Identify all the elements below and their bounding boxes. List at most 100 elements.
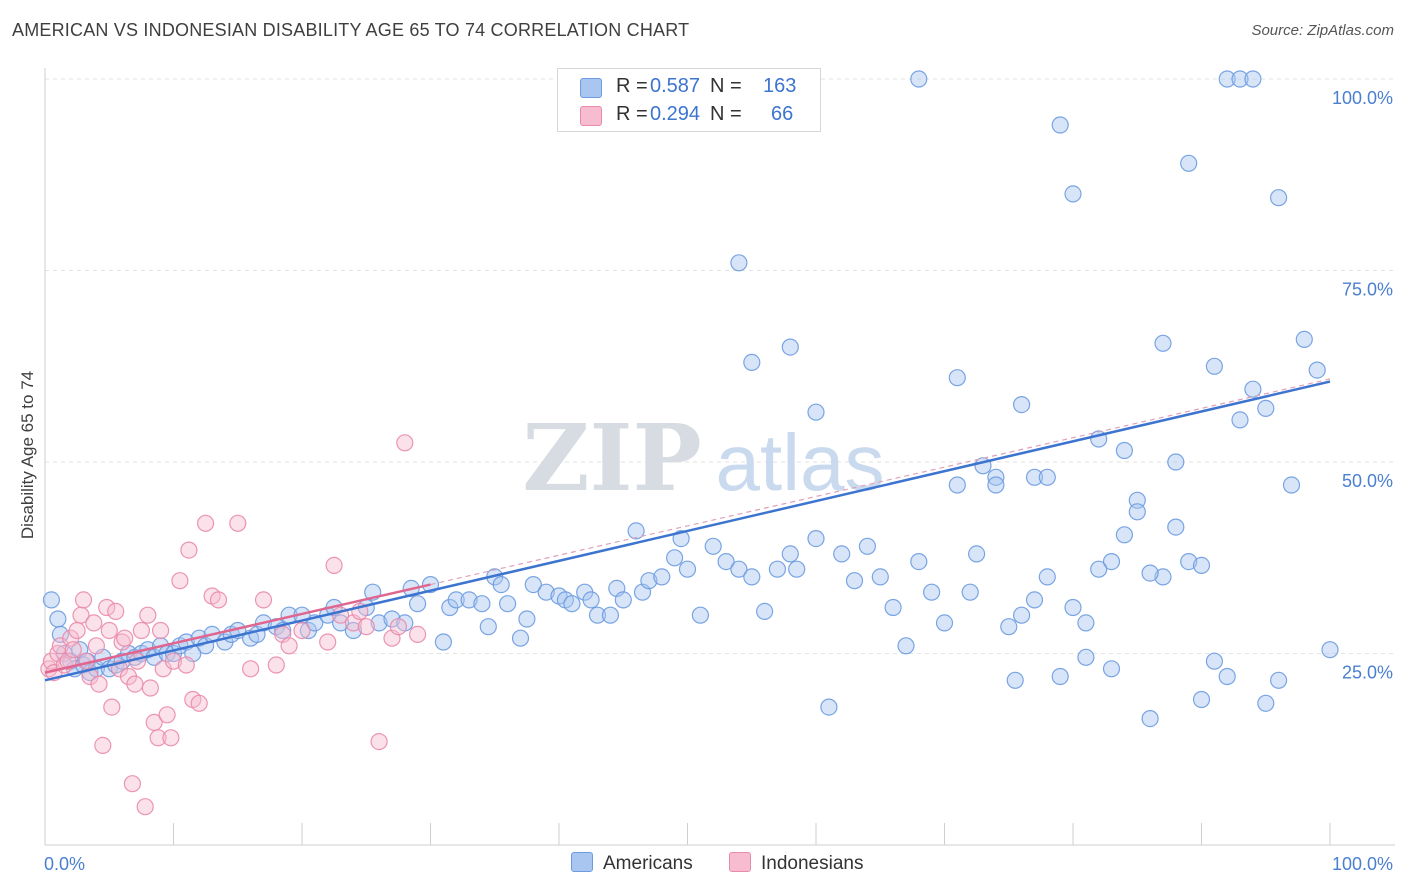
point-indonesians <box>85 614 103 632</box>
point-americans <box>948 369 966 387</box>
point-americans <box>499 595 517 613</box>
point-indonesians <box>116 629 134 647</box>
chart-title: AMERICAN VS INDONESIAN DISABILITY AGE 65… <box>12 20 690 40</box>
point-americans <box>807 529 825 548</box>
point-americans <box>743 353 761 371</box>
point-indonesians <box>280 637 298 655</box>
point-americans <box>987 476 1005 494</box>
trend-indonesians <box>44 583 431 674</box>
point-americans <box>1000 618 1018 636</box>
point-americans <box>691 606 710 624</box>
point-americans <box>755 602 774 621</box>
point-americans <box>582 591 600 609</box>
point-americans <box>1180 552 1198 571</box>
point-americans <box>409 595 427 613</box>
point-americans <box>1167 453 1185 471</box>
point-americans <box>563 595 581 613</box>
point-americans <box>42 591 61 609</box>
point-americans <box>768 560 787 578</box>
point-americans <box>1295 330 1313 348</box>
point-americans <box>871 568 889 586</box>
watermark-atlas: atlas <box>716 418 885 507</box>
bottom-legend-swatch-americans <box>571 852 593 872</box>
point-americans <box>1038 468 1056 486</box>
x-tick-label: 100.0% <box>1332 854 1393 874</box>
point-americans <box>1115 441 1134 460</box>
legend-row-americans: R = 0.587 N = 163 <box>558 73 820 103</box>
legend-swatch-americans <box>580 78 602 98</box>
point-indonesians <box>229 514 247 532</box>
source-label: Source: ZipAtlas.com <box>1251 22 1394 39</box>
point-americans <box>1102 552 1121 571</box>
point-indonesians <box>74 591 93 609</box>
point-americans <box>1192 690 1211 709</box>
point-americans <box>434 633 452 651</box>
point-americans <box>961 583 979 601</box>
point-indonesians <box>136 798 154 816</box>
point-americans <box>1006 671 1024 689</box>
point-americans <box>858 537 877 555</box>
point-americans <box>370 614 388 632</box>
point-americans <box>948 476 966 494</box>
trend-americans <box>44 380 1331 682</box>
point-americans <box>717 552 735 571</box>
trend-lines <box>44 378 1331 682</box>
point-americans <box>704 537 722 555</box>
point-americans <box>1192 556 1211 575</box>
point-americans <box>1257 399 1275 417</box>
point-americans <box>1090 560 1108 578</box>
bottom-legend-swatch-indonesians <box>729 852 751 872</box>
point-indonesians <box>197 514 215 532</box>
point-indonesians <box>68 621 86 640</box>
point-americans <box>922 583 941 601</box>
bottom-legend-label: Americans <box>603 853 693 874</box>
point-americans <box>1077 648 1095 666</box>
point-indonesians <box>409 625 427 644</box>
point-americans <box>1141 564 1159 582</box>
y-tick-label: 100.0% <box>1332 88 1393 108</box>
point-americans <box>473 595 491 613</box>
point-indonesians <box>162 729 180 747</box>
bottom-legend-americans: Americans <box>571 852 693 875</box>
point-americans <box>1051 667 1069 686</box>
point-americans <box>447 591 465 609</box>
point-americans <box>640 572 658 590</box>
point-americans <box>897 637 915 655</box>
legend-n-value: 163 <box>763 75 797 97</box>
point-indonesians <box>107 602 125 621</box>
point-indonesians <box>319 633 337 651</box>
y-tick-label: 25.0% <box>1342 663 1393 683</box>
point-americans <box>1025 468 1044 486</box>
legend-row-indonesians: R = 0.294 N = 66 <box>558 101 820 131</box>
point-indonesians <box>98 598 116 617</box>
point-indonesians <box>190 694 208 712</box>
axes <box>44 68 1395 846</box>
point-americans <box>1025 591 1044 609</box>
point-americans <box>1269 671 1288 689</box>
point-americans <box>1180 154 1198 172</box>
point-americans <box>1257 694 1275 712</box>
point-americans <box>1102 660 1121 678</box>
point-indonesians <box>164 652 183 670</box>
point-indonesians <box>149 729 167 747</box>
point-indonesians <box>90 675 108 693</box>
point-americans <box>910 552 928 571</box>
y-tick-label: 50.0% <box>1342 471 1393 491</box>
point-americans <box>1218 667 1236 686</box>
point-americans <box>743 568 761 586</box>
legend-swatch-indonesians <box>580 106 602 126</box>
point-americans <box>1167 518 1185 536</box>
point-indonesians <box>64 641 82 659</box>
point-americans <box>845 572 864 590</box>
point-indonesians <box>123 775 141 793</box>
point-americans <box>820 698 838 716</box>
tick-labels: 25.0% 50.0% 75.0% 100.0% 0.0% 100.0% <box>44 88 1393 874</box>
point-indonesians <box>132 621 150 640</box>
point-indonesians <box>103 698 121 716</box>
point-americans <box>788 560 806 578</box>
point-americans <box>781 545 799 563</box>
point-americans <box>1064 185 1082 203</box>
point-americans <box>1012 396 1031 414</box>
point-americans <box>627 522 645 540</box>
point-americans <box>730 560 748 578</box>
